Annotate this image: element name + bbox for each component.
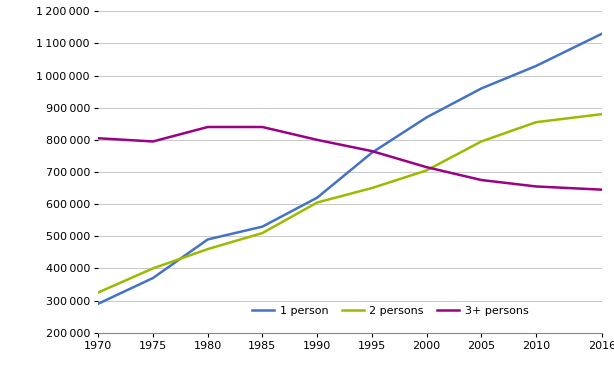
3+ persons [368,149,376,153]
3+ persons [478,178,485,182]
2 persons [258,231,266,235]
2 persons [314,200,321,205]
1 person [423,115,430,120]
Line: 3+ persons: 3+ persons [98,127,602,190]
3+ persons [204,125,211,129]
Line: 1 person: 1 person [98,34,602,304]
1 person [598,32,605,36]
2 persons [478,139,485,144]
Line: 2 persons: 2 persons [98,114,602,293]
3+ persons [532,184,540,189]
3+ persons [423,165,430,169]
1 person [149,276,157,280]
1 person [95,302,102,306]
3+ persons [314,138,321,142]
3+ persons [598,187,605,192]
2 persons [149,266,157,271]
1 person [204,237,211,242]
3+ persons [95,136,102,141]
1 person [368,150,376,155]
1 person [532,64,540,68]
Legend: 1 person, 2 persons, 3+ persons: 1 person, 2 persons, 3+ persons [247,302,533,321]
1 person [314,195,321,200]
2 persons [204,247,211,251]
2 persons [532,120,540,124]
3+ persons [258,125,266,129]
2 persons [368,186,376,191]
1 person [258,224,266,229]
2 persons [95,290,102,295]
3+ persons [149,139,157,144]
2 persons [598,112,605,116]
1 person [478,86,485,91]
2 persons [423,168,430,173]
